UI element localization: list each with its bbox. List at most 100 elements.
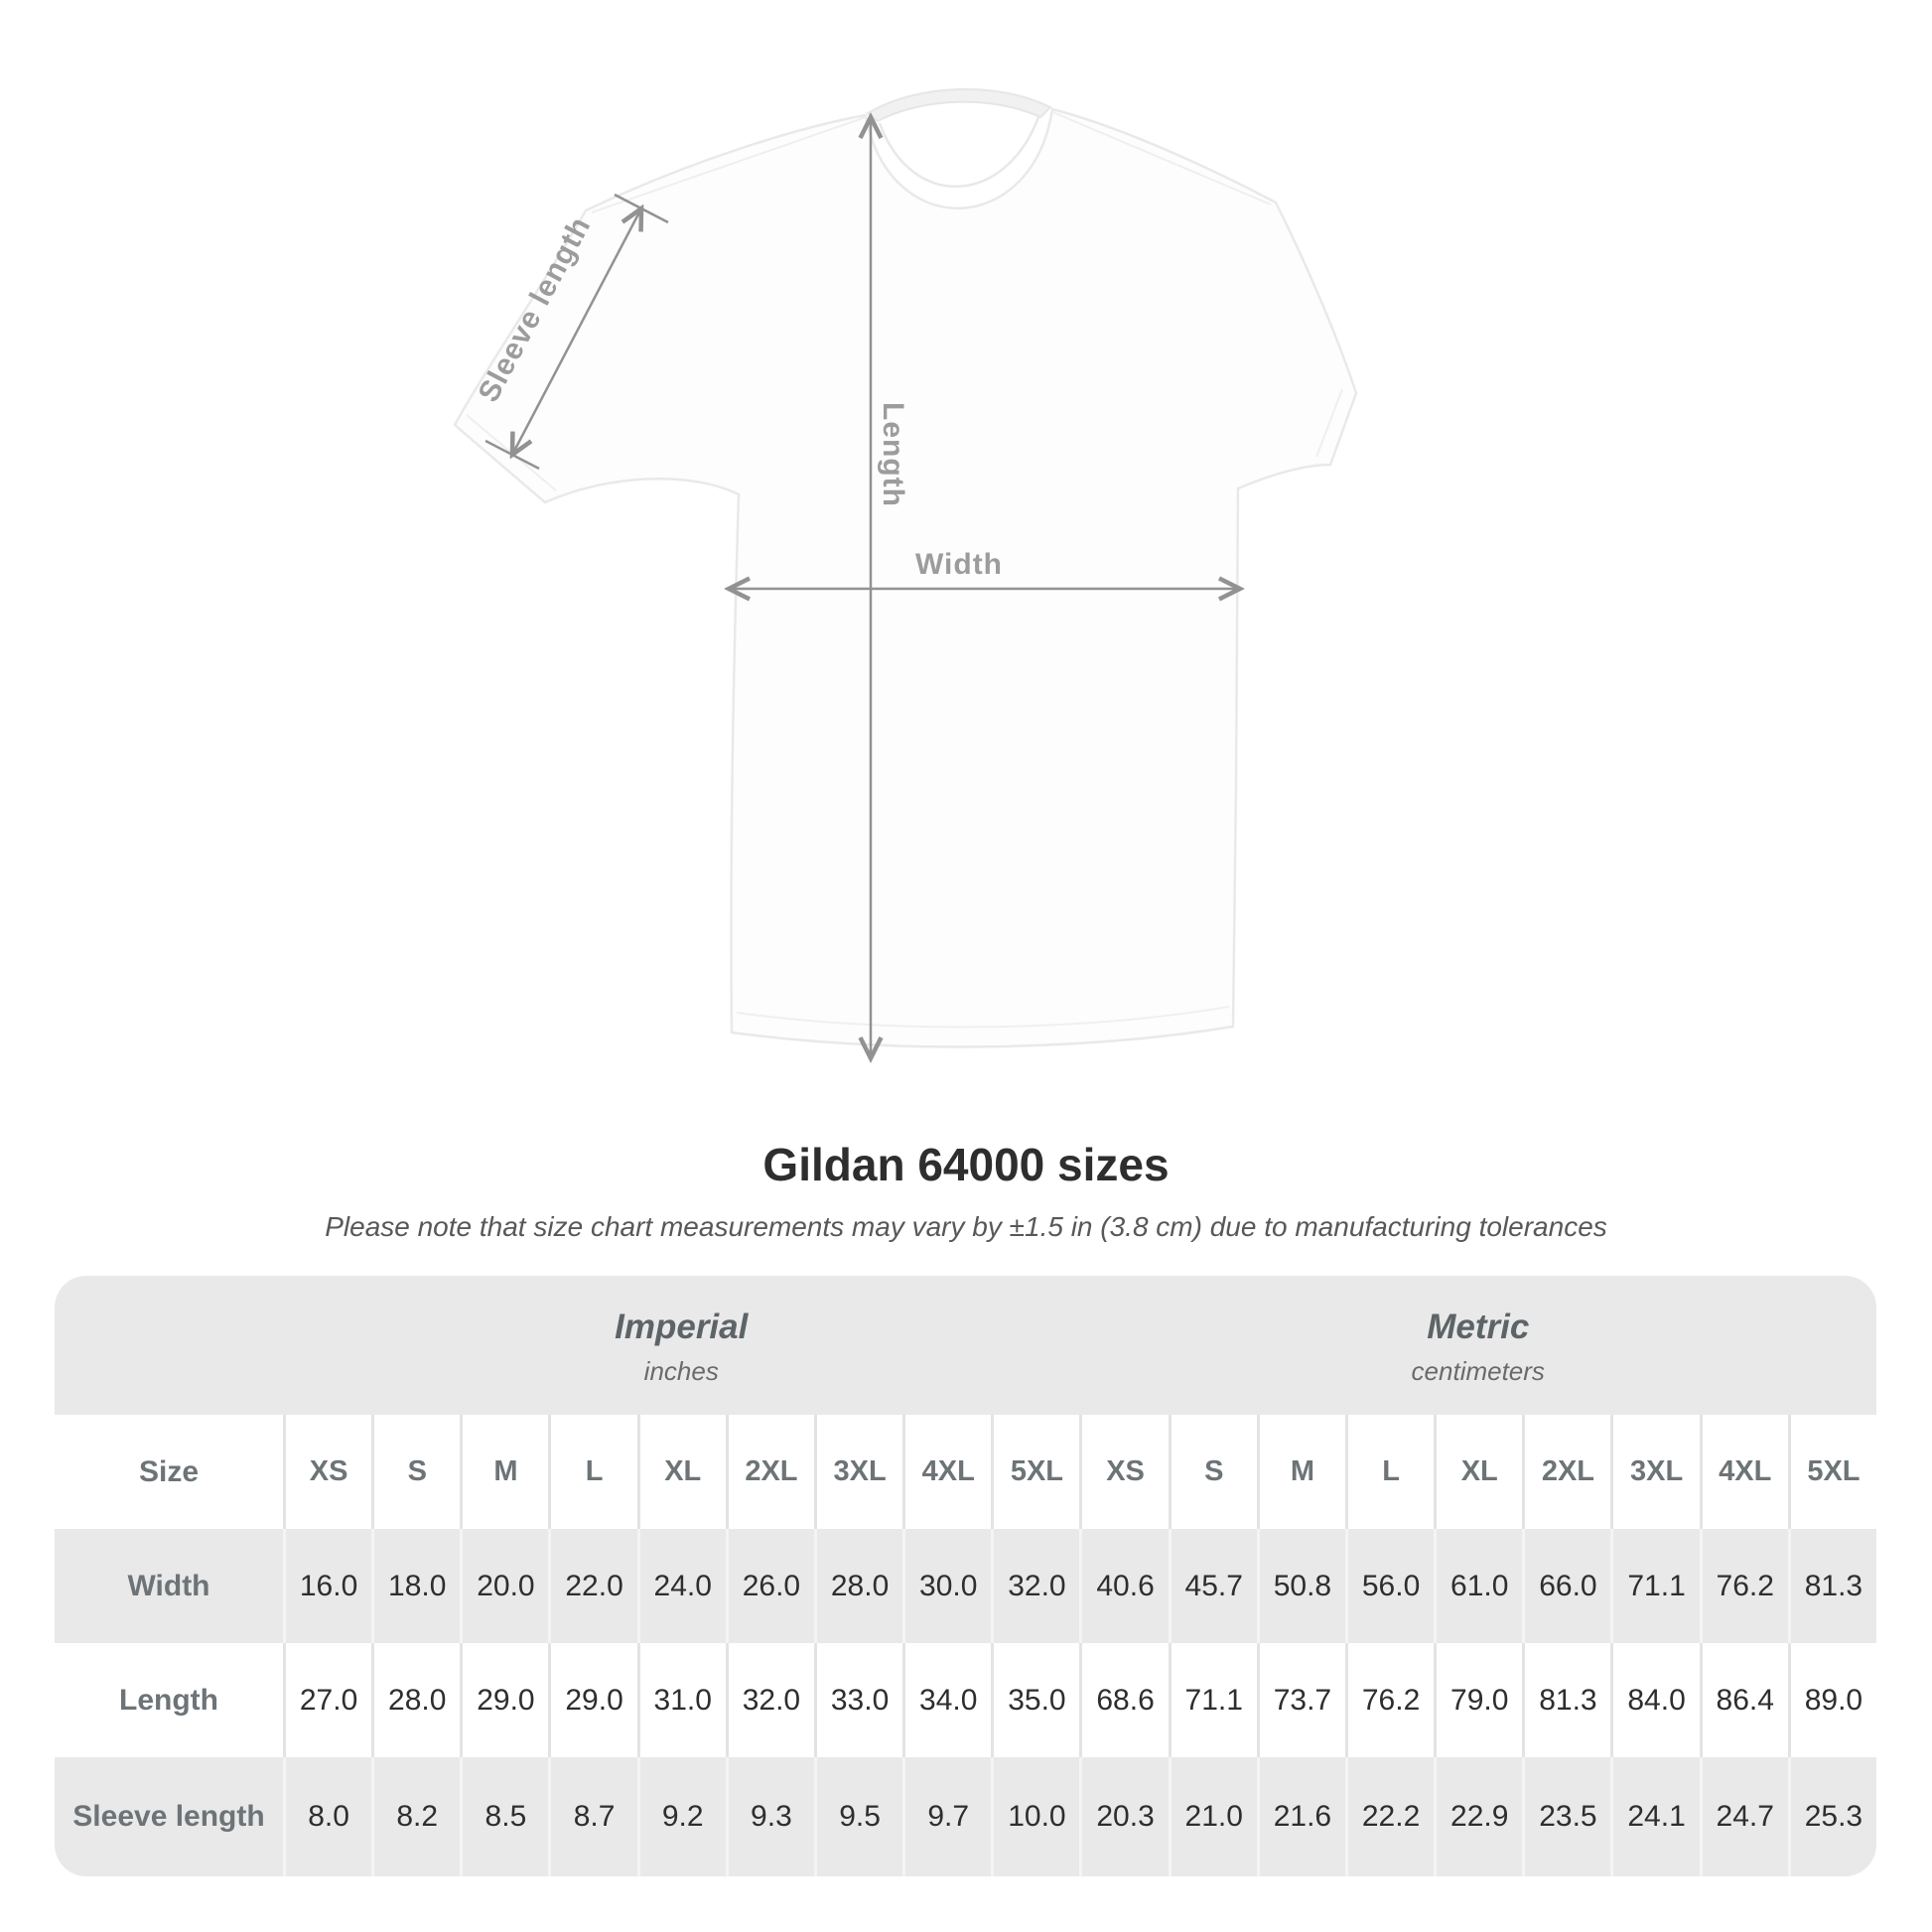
size-header-imperial-s: S [371, 1415, 461, 1529]
length-imperial-4xl: 34.0 [902, 1643, 992, 1757]
size-header-imperial-5xl: 5XL [991, 1415, 1080, 1529]
tolerance-note: Please note that size chart measurements… [325, 1211, 1607, 1242]
width-metric-m: 50.8 [1256, 1529, 1345, 1643]
size-header-imperial-4xl: 4XL [902, 1415, 992, 1529]
size-header-imperial-xl: XL [636, 1415, 726, 1529]
size-grid: Size XS S M L XL 2XL 3XL 4XL 5XL XS S M … [55, 1415, 1876, 1876]
width-metric-l: 56.0 [1344, 1529, 1435, 1643]
size-header-imperial-3xl: 3XL [813, 1415, 903, 1529]
width-imperial-l: 22.0 [548, 1529, 637, 1643]
size-header-metric-l: L [1344, 1415, 1435, 1529]
sleeve-imperial-2xl: 9.3 [725, 1757, 814, 1876]
tshirt-shoulder-seam-left [591, 116, 867, 213]
length-imperial-s: 28.0 [371, 1643, 461, 1757]
sleeve-metric-2xl: 23.5 [1522, 1757, 1611, 1876]
units-header-row: Imperial inches Metric centimeters [55, 1276, 1876, 1415]
width-imperial-4xl: 30.0 [902, 1529, 992, 1643]
length-metric-4xl: 86.4 [1699, 1643, 1788, 1757]
width-metric-s: 45.7 [1168, 1529, 1257, 1643]
size-column-header: Size [55, 1415, 283, 1529]
size-header-metric-5xl: 5XL [1787, 1415, 1876, 1529]
length-imperial-3xl: 33.0 [813, 1643, 903, 1757]
width-metric-5xl: 81.3 [1787, 1529, 1876, 1643]
imperial-group-unit: inches [643, 1356, 719, 1386]
row-label-width: Width [55, 1529, 283, 1643]
row-label-length: Length [55, 1643, 283, 1757]
sleeve-metric-m: 21.6 [1256, 1757, 1345, 1876]
length-imperial-l: 29.0 [548, 1643, 637, 1757]
width-metric-3xl: 71.1 [1610, 1529, 1700, 1643]
size-header-metric-4xl: 4XL [1699, 1415, 1788, 1529]
width-label: Width [915, 548, 1003, 581]
sleeve-metric-xl: 22.9 [1434, 1757, 1523, 1876]
size-header-imperial-l: L [548, 1415, 637, 1529]
tshirt-cuff-seam-right [1315, 388, 1343, 458]
length-metric-l: 76.2 [1344, 1643, 1435, 1757]
sleeve-length-tick-bottom [484, 439, 540, 471]
sleeve-metric-xs: 20.3 [1079, 1757, 1169, 1876]
size-header-imperial-m: M [460, 1415, 549, 1529]
width-imperial-xl: 24.0 [636, 1529, 726, 1643]
sleeve-imperial-4xl: 9.7 [902, 1757, 992, 1876]
length-metric-xs: 68.6 [1079, 1643, 1169, 1757]
length-imperial-xl: 31.0 [636, 1643, 726, 1757]
size-header-metric-xl: XL [1434, 1415, 1523, 1529]
tshirt-collar-rib [878, 116, 1040, 188]
size-header-metric-3xl: 3XL [1610, 1415, 1700, 1529]
width-imperial-m: 20.0 [460, 1529, 549, 1643]
sleeve-metric-3xl: 24.1 [1610, 1757, 1700, 1876]
sleeve-metric-l: 22.2 [1344, 1757, 1435, 1876]
sleeve-imperial-xs: 8.0 [283, 1757, 372, 1876]
sleeve-length-tick-top [614, 193, 669, 224]
tshirt-hem-seam [736, 1006, 1230, 1029]
tshirt-measurement-diagram: Sleeve length Length Width [453, 87, 1358, 1117]
imperial-group-name: Imperial [615, 1308, 749, 1346]
length-imperial-xs: 27.0 [283, 1643, 372, 1757]
sleeve-imperial-xl: 9.2 [636, 1757, 726, 1876]
size-header-metric-xs: XS [1079, 1415, 1169, 1529]
length-metric-3xl: 84.0 [1610, 1643, 1700, 1757]
width-imperial-s: 18.0 [371, 1529, 461, 1643]
width-metric-xs: 40.6 [1079, 1529, 1169, 1643]
length-metric-5xl: 89.0 [1787, 1643, 1876, 1757]
sleeve-imperial-3xl: 9.5 [813, 1757, 903, 1876]
metric-group-header: Metric centimeters [1080, 1276, 1877, 1415]
length-metric-xl: 79.0 [1434, 1643, 1523, 1757]
size-header-metric-s: S [1168, 1415, 1257, 1529]
sleeve-imperial-s: 8.2 [371, 1757, 461, 1876]
length-imperial-5xl: 35.0 [991, 1643, 1080, 1757]
width-metric-4xl: 76.2 [1699, 1529, 1788, 1643]
size-header-metric-2xl: 2XL [1522, 1415, 1611, 1529]
sleeve-imperial-5xl: 10.0 [991, 1757, 1080, 1876]
size-header-imperial-2xl: 2XL [725, 1415, 814, 1529]
row-label-sleeve-length: Sleeve length [55, 1757, 283, 1876]
width-imperial-3xl: 28.0 [813, 1529, 903, 1643]
length-metric-s: 71.1 [1168, 1643, 1257, 1757]
size-header-imperial-xs: XS [283, 1415, 372, 1529]
width-imperial-2xl: 26.0 [725, 1529, 814, 1643]
imperial-group-header: Imperial inches [283, 1276, 1080, 1415]
sleeve-metric-5xl: 25.3 [1787, 1757, 1876, 1876]
metric-group-unit: centimeters [1411, 1356, 1545, 1386]
sleeve-imperial-m: 8.5 [460, 1757, 549, 1876]
size-header-metric-m: M [1256, 1415, 1345, 1529]
page-title: Gildan 64000 sizes [762, 1139, 1170, 1190]
length-metric-2xl: 81.3 [1522, 1643, 1611, 1757]
length-metric-m: 73.7 [1256, 1643, 1345, 1757]
sleeve-imperial-l: 8.7 [548, 1757, 637, 1876]
length-imperial-2xl: 32.0 [725, 1643, 814, 1757]
size-table: Imperial inches Metric centimeters Size … [55, 1276, 1876, 1876]
tshirt-back-collar [866, 87, 1052, 123]
width-metric-xl: 61.0 [1434, 1529, 1523, 1643]
sleeve-length-arrow [512, 208, 641, 455]
metric-group-name: Metric [1427, 1308, 1530, 1346]
tshirt-shoulder-seam-right [1049, 110, 1272, 206]
width-imperial-5xl: 32.0 [991, 1529, 1080, 1643]
sleeve-metric-4xl: 24.7 [1699, 1757, 1788, 1876]
width-imperial-xs: 16.0 [283, 1529, 372, 1643]
width-metric-2xl: 66.0 [1522, 1529, 1611, 1643]
sleeve-metric-s: 21.0 [1168, 1757, 1257, 1876]
tshirt-body [453, 107, 1358, 1048]
length-label: Length [877, 402, 909, 507]
length-imperial-m: 29.0 [460, 1643, 549, 1757]
